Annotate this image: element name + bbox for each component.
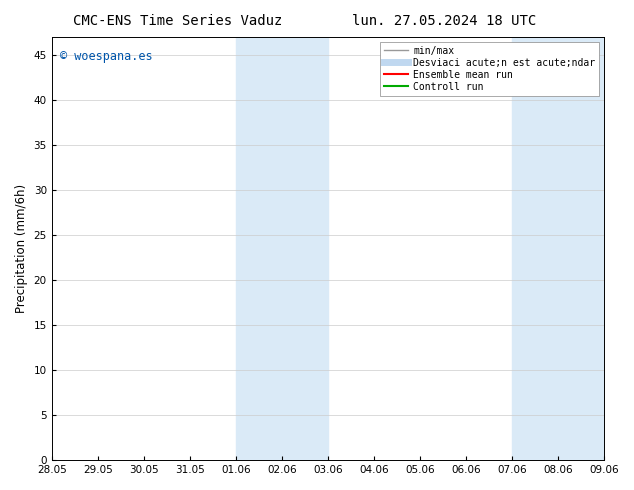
Y-axis label: Precipitation (mm/6h): Precipitation (mm/6h) — [15, 184, 28, 313]
Bar — [236, 37, 328, 460]
Text: CMC-ENS Time Series Vaduz: CMC-ENS Time Series Vaduz — [73, 14, 282, 28]
Legend: min/max, Desviaci acute;n est acute;ndar, Ensemble mean run, Controll run: min/max, Desviaci acute;n est acute;ndar… — [380, 42, 599, 96]
Text: lun. 27.05.2024 18 UTC: lun. 27.05.2024 18 UTC — [352, 14, 536, 28]
Bar — [512, 37, 604, 460]
Text: © woespana.es: © woespana.es — [60, 50, 153, 63]
